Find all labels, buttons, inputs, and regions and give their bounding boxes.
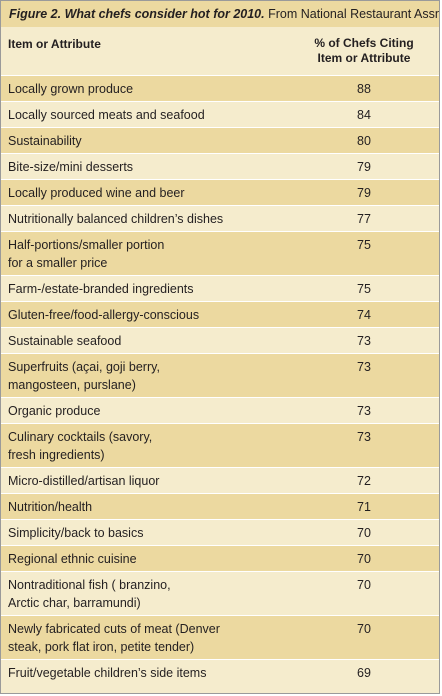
item-text: Farm-/estate-branded ingredients: [8, 282, 194, 296]
item-cell: Gluten-free/food-allergy-conscious: [1, 302, 289, 327]
table-row: Regional ethnic cuisine 70: [1, 545, 439, 571]
item-cell: Farm-/estate-branded ingredients: [1, 276, 289, 301]
item-cell: Nutritionally balanced children’s dishes: [1, 206, 289, 231]
item-cell: Bite-size/mini desserts: [1, 154, 289, 179]
item-cell: Sustainable seafood: [1, 328, 289, 353]
percent-cell: 77: [357, 212, 371, 226]
item-text: Locally sourced meats and seafood: [8, 108, 205, 122]
item-text: Locally grown produce: [8, 82, 134, 96]
header-percent-line2: Item or Attribute: [317, 51, 411, 65]
item-text: Nutrition/health: [8, 500, 93, 514]
table-row: Organic produce 73: [1, 397, 439, 423]
percent-cell: 73: [357, 430, 371, 444]
table-row: Nutrition/health 71: [1, 493, 439, 519]
table-row: Locally sourced meats and seafood 84: [1, 101, 439, 127]
percent-cell: 71: [357, 500, 371, 514]
percent-cell: 74: [357, 308, 371, 322]
table-row: Farm-/estate-branded ingredients 75: [1, 275, 439, 301]
header-percent: % of Chefs Citing Item or Attribute: [289, 27, 439, 75]
item-cell: Sustainability: [1, 128, 289, 153]
item-cell: Culinary cocktails (savory, fresh ingred…: [1, 424, 289, 467]
item-text: Fruit/vegetable children’s side items: [8, 666, 207, 680]
table-row: Culinary cocktails (savory, fresh ingred…: [1, 423, 439, 467]
item-text-continued: mangosteen, purslane): [8, 378, 136, 392]
item-text: Organic produce: [8, 404, 101, 418]
item-cell: Nontraditional fish ( branzino, Arctic c…: [1, 572, 289, 615]
percent-cell: 80: [357, 134, 371, 148]
percent-cell: 79: [357, 160, 371, 174]
item-text: Sustainable seafood: [8, 334, 122, 348]
item-text: Nontraditional fish ( branzino,: [8, 578, 171, 592]
percent-cell: 70: [357, 622, 371, 636]
percent-cell: 70: [357, 526, 371, 540]
item-cell: Regional ethnic cuisine: [1, 546, 289, 571]
item-cell: Locally produced wine and beer: [1, 180, 289, 205]
item-cell: Locally grown produce: [1, 76, 289, 101]
percent-cell: 70: [357, 578, 371, 592]
table-row: Sustainability 80: [1, 127, 439, 153]
percent-cell: 79: [357, 186, 371, 200]
item-cell: Newly fabricated cuts of meat (Denver st…: [1, 616, 289, 659]
percent-cell: 73: [357, 360, 371, 374]
item-text: Superfruits (açai, goji berry,: [8, 360, 160, 374]
header-percent-line1: % of Chefs Citing: [314, 36, 414, 50]
header-item: Item or Attribute: [8, 37, 101, 51]
item-text: Locally produced wine and beer: [8, 186, 185, 200]
percent-cell: 69: [357, 666, 371, 680]
table-row: Superfruits (açai, goji berry, mangostee…: [1, 353, 439, 397]
item-text-continued: steak, pork flat iron, petite tender): [8, 640, 195, 654]
item-text-continued: Arctic char, barramundi): [8, 596, 141, 610]
table-row: Locally grown produce 88: [1, 75, 439, 101]
item-text: Bite-size/mini desserts: [8, 160, 134, 174]
item-cell: Organic produce: [1, 398, 289, 423]
table-row: Nontraditional fish ( branzino, Arctic c…: [1, 571, 439, 615]
table-row: Half-portions/smaller portion for a smal…: [1, 231, 439, 275]
table-row: Newly fabricated cuts of meat (Denver st…: [1, 615, 439, 659]
table-row: Bite-size/mini desserts 79: [1, 153, 439, 179]
item-text: Micro-distilled/artisan liquor: [8, 474, 160, 488]
table-row: Simplicity/back to basics 70: [1, 519, 439, 545]
percent-cell: 84: [357, 108, 371, 122]
item-text: Simplicity/back to basics: [8, 526, 144, 540]
table-row: Sustainable seafood 73: [1, 327, 439, 353]
item-text: Gluten-free/food-allergy-conscious: [8, 308, 200, 322]
item-cell: Nutrition/health: [1, 494, 289, 519]
figure-caption: Figure 2. What chefs consider hot for 20…: [1, 1, 439, 27]
item-cell: Half-portions/smaller portion for a smal…: [1, 232, 289, 275]
percent-cell: 75: [357, 282, 371, 296]
table-row: Nutritionally balanced children’s dishes…: [1, 205, 439, 231]
caption-source: From National Restaurant Assn. (2009).: [268, 7, 439, 21]
item-text: Culinary cocktails (savory,: [8, 430, 153, 444]
table-row: Gluten-free/food-allergy-conscious 74: [1, 301, 439, 327]
item-cell: Locally sourced meats and seafood: [1, 102, 289, 127]
item-text: Half-portions/smaller portion: [8, 238, 165, 252]
table-row: Fruit/vegetable children’s side items 69: [1, 659, 439, 685]
item-text: Sustainability: [8, 134, 82, 148]
percent-cell: 72: [357, 474, 371, 488]
item-cell: Simplicity/back to basics: [1, 520, 289, 545]
item-cell: Superfruits (açai, goji berry, mangostee…: [1, 354, 289, 397]
percent-cell: 70: [357, 552, 371, 566]
item-text-continued: fresh ingredients): [8, 448, 105, 462]
item-cell: Micro-distilled/artisan liquor: [1, 468, 289, 493]
item-cell: Fruit/vegetable children’s side items: [1, 660, 289, 685]
percent-cell: 88: [357, 82, 371, 96]
table-row: Locally produced wine and beer 79: [1, 179, 439, 205]
table-header: Item or Attribute % of Chefs Citing Item…: [1, 27, 439, 75]
table-row: Micro-distilled/artisan liquor 72: [1, 467, 439, 493]
percent-cell: 73: [357, 334, 371, 348]
percent-cell: 73: [357, 404, 371, 418]
percent-cell: 75: [357, 238, 371, 252]
item-text-continued: for a smaller price: [8, 256, 108, 270]
item-text: Newly fabricated cuts of meat (Denver: [8, 622, 220, 636]
caption-lead: Figure 2. What chefs consider hot for 20…: [9, 7, 265, 21]
item-text: Regional ethnic cuisine: [8, 552, 137, 566]
item-text: Nutritionally balanced children’s dishes: [8, 212, 224, 226]
